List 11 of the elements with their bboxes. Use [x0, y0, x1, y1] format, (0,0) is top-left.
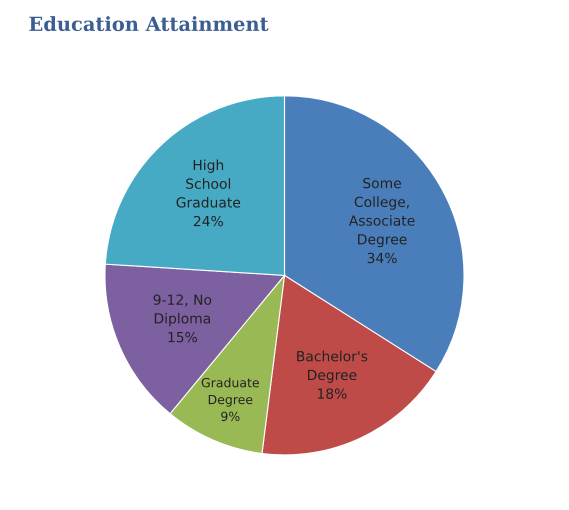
data-label: 24%: [194, 216, 223, 226]
slice-label: 9-12, No Diploma: [154, 294, 212, 326]
data-label: 9%: [221, 412, 240, 422]
data-label: 18%: [318, 388, 347, 399]
data-label: 34%: [368, 252, 397, 264]
slice-label: Some College, Associate Degree: [348, 178, 415, 248]
slice-label: Bachelor's Degree: [297, 350, 368, 383]
slice-label: Graduate Degree: [202, 378, 259, 407]
chart-title: Education Attainment: [29, 16, 268, 32]
slice-label: High School Graduate: [176, 159, 240, 208]
data-label: 15%: [168, 332, 198, 342]
